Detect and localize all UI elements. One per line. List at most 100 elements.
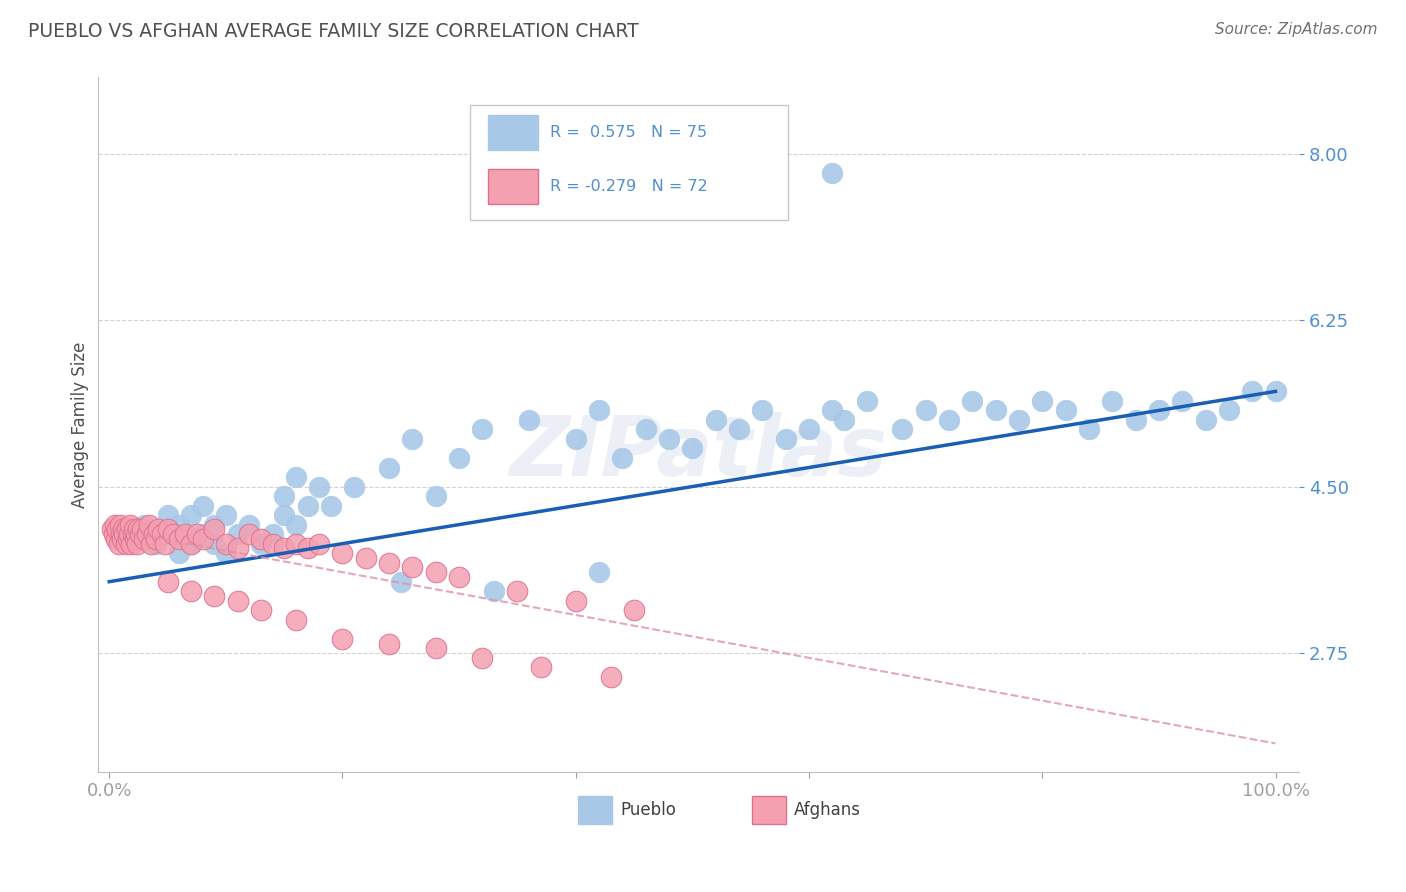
Point bbox=[704, 413, 727, 427]
Point bbox=[202, 589, 225, 603]
Point bbox=[167, 532, 190, 546]
FancyBboxPatch shape bbox=[470, 105, 789, 219]
Point bbox=[250, 532, 273, 546]
Point bbox=[238, 527, 260, 541]
Point bbox=[821, 165, 844, 179]
Point bbox=[145, 532, 167, 546]
Point bbox=[191, 499, 214, 513]
Point bbox=[114, 536, 136, 550]
Point bbox=[588, 403, 610, 417]
Point bbox=[449, 450, 471, 465]
Bar bbox=[578, 797, 612, 824]
Point bbox=[156, 522, 179, 536]
Point bbox=[564, 432, 586, 446]
Point bbox=[378, 556, 401, 570]
Point bbox=[134, 517, 156, 532]
Bar bbox=[488, 115, 538, 150]
Point bbox=[167, 517, 190, 532]
Point bbox=[125, 527, 148, 541]
Point bbox=[588, 565, 610, 579]
Point bbox=[599, 670, 621, 684]
Point bbox=[167, 546, 190, 560]
Bar bbox=[488, 169, 538, 204]
Point bbox=[273, 489, 295, 503]
Point bbox=[156, 508, 179, 522]
Point bbox=[162, 527, 184, 541]
Text: Afghans: Afghans bbox=[794, 801, 862, 819]
Bar bbox=[752, 797, 786, 824]
Point bbox=[104, 517, 127, 532]
Text: Pueblo: Pueblo bbox=[620, 801, 676, 819]
Point bbox=[273, 508, 295, 522]
Point bbox=[1101, 393, 1123, 408]
Point bbox=[564, 593, 586, 607]
Point bbox=[506, 584, 529, 599]
Point bbox=[226, 527, 249, 541]
Point bbox=[308, 479, 330, 493]
Point bbox=[1125, 413, 1147, 427]
Point bbox=[273, 541, 295, 556]
Point bbox=[105, 522, 128, 536]
Point bbox=[191, 527, 214, 541]
Point bbox=[202, 536, 225, 550]
Point bbox=[634, 422, 657, 436]
Point bbox=[530, 660, 553, 674]
Point bbox=[142, 527, 165, 541]
Point bbox=[262, 527, 284, 541]
Point bbox=[156, 527, 179, 541]
Point bbox=[319, 499, 342, 513]
Point bbox=[938, 413, 960, 427]
Point bbox=[984, 403, 1007, 417]
Point bbox=[681, 442, 703, 456]
Point bbox=[1031, 393, 1053, 408]
Y-axis label: Average Family Size: Average Family Size bbox=[72, 342, 89, 508]
Point bbox=[148, 522, 170, 536]
Point bbox=[215, 546, 238, 560]
Point bbox=[1218, 403, 1240, 417]
Point bbox=[856, 393, 879, 408]
Point bbox=[471, 650, 494, 665]
Point bbox=[250, 536, 273, 550]
Point bbox=[150, 527, 173, 541]
Point bbox=[155, 536, 177, 550]
Point bbox=[127, 536, 149, 550]
Text: R =  0.575   N = 75: R = 0.575 N = 75 bbox=[551, 125, 707, 140]
Point bbox=[284, 470, 307, 484]
Point bbox=[425, 565, 447, 579]
Point bbox=[121, 527, 143, 541]
Point bbox=[1241, 384, 1264, 399]
Point bbox=[401, 560, 423, 574]
Point bbox=[623, 603, 645, 617]
Point bbox=[1264, 384, 1286, 399]
Point bbox=[389, 574, 412, 589]
Point bbox=[262, 536, 284, 550]
Point bbox=[332, 546, 354, 560]
Point bbox=[118, 527, 141, 541]
Text: Source: ZipAtlas.com: Source: ZipAtlas.com bbox=[1215, 22, 1378, 37]
Point bbox=[128, 527, 150, 541]
Point bbox=[120, 517, 142, 532]
Point bbox=[226, 541, 249, 556]
Point bbox=[112, 527, 135, 541]
Point bbox=[103, 527, 125, 541]
Point bbox=[117, 532, 139, 546]
Point bbox=[832, 413, 855, 427]
Point bbox=[449, 570, 471, 584]
Point bbox=[658, 432, 681, 446]
Point bbox=[105, 532, 128, 546]
Point bbox=[145, 536, 167, 550]
Point bbox=[191, 532, 214, 546]
Text: R = -0.279   N = 72: R = -0.279 N = 72 bbox=[551, 179, 709, 194]
Point bbox=[297, 541, 319, 556]
Point bbox=[127, 522, 149, 536]
Point bbox=[108, 517, 131, 532]
Point bbox=[180, 536, 202, 550]
Point bbox=[122, 522, 145, 536]
Point bbox=[1008, 413, 1031, 427]
Point bbox=[891, 422, 914, 436]
Point bbox=[107, 536, 129, 550]
Point bbox=[425, 489, 447, 503]
Point bbox=[180, 584, 202, 599]
Point bbox=[914, 403, 936, 417]
Point bbox=[1054, 403, 1077, 417]
